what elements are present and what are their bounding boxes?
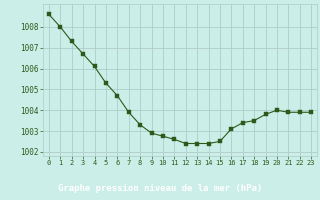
Text: Graphe pression niveau de la mer (hPa): Graphe pression niveau de la mer (hPa): [58, 184, 262, 193]
